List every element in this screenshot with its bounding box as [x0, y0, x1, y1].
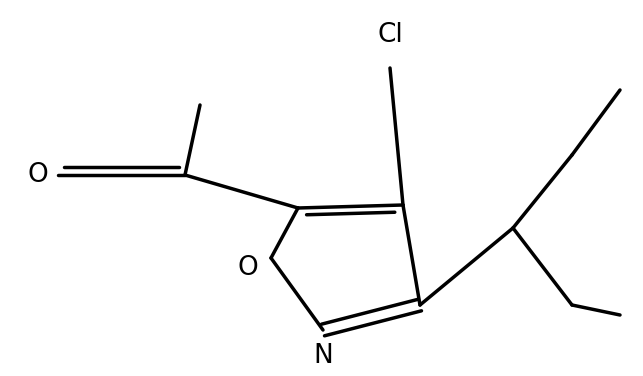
- Text: Cl: Cl: [377, 22, 403, 48]
- Text: N: N: [313, 343, 333, 369]
- Text: O: O: [28, 162, 48, 188]
- Text: O: O: [238, 255, 258, 281]
